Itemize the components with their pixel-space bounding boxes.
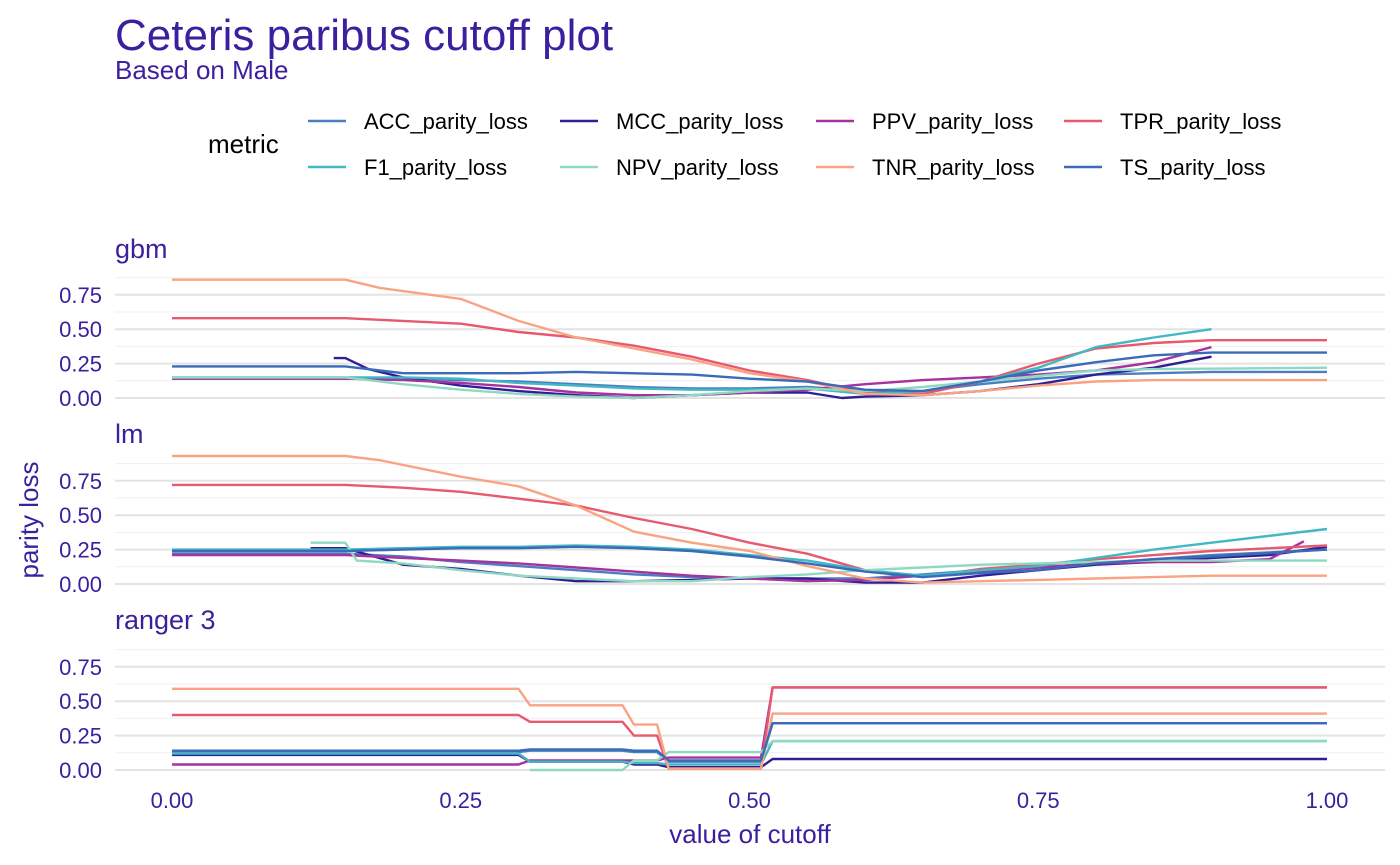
y-tick-label: 0.75 [59, 283, 102, 308]
legend-label: ACC_parity_loss [364, 109, 528, 134]
legend: ACC_parity_loss MCC_parity_loss PPV_parity… [308, 109, 1281, 180]
facet-label: lm [115, 419, 144, 449]
series-line-ts-parity-loss [172, 545, 1328, 579]
facet-panel: lm 0.00 0.25 0.50 0.75 [59, 419, 1385, 597]
legend-label: TNR_parity_loss [872, 155, 1035, 180]
series-line-ppv-parity-loss [172, 540, 1305, 583]
x-axis-title: value of cutoff [669, 819, 831, 849]
facet-panel: ranger 3 0.00 0.25 0.50 0.75 [59, 605, 1385, 783]
series-line-ts-parity-loss [172, 722, 1327, 762]
series-line-f1-parity-loss [172, 739, 1327, 766]
legend-label: F1_parity_loss [364, 155, 507, 180]
y-axis-title: parity loss [14, 461, 44, 578]
legend-label: TPR_parity_loss [1120, 109, 1281, 134]
y-tick-label: 0.00 [59, 386, 102, 411]
y-tick-label: 0.75 [59, 469, 102, 494]
facet-label: gbm [115, 234, 168, 264]
x-tick-label: 0.75 [1017, 788, 1060, 813]
legend-label: MCC_parity_loss [616, 109, 784, 134]
facet-panel: gbm 0.00 0.25 0.50 0.75 [59, 234, 1385, 411]
series-line-tpr-parity-loss [172, 686, 1327, 770]
chart-title: Ceteris paribus cutoff plot [115, 11, 613, 60]
x-axis: 0.00 0.25 0.50 0.75 1.00 [151, 788, 1349, 813]
series-line-npv-parity-loss [172, 366, 1328, 400]
series-line-tnr-parity-loss [172, 454, 1327, 584]
y-tick-label: 0.25 [59, 724, 102, 749]
y-tick-label: 0.00 [59, 758, 102, 783]
series-line-npv-parity-loss [310, 541, 1327, 583]
y-tick-label: 0.50 [59, 689, 102, 714]
series-line-ts-parity-loss [172, 351, 1327, 393]
facet-panels: gbm0.000.250.500.75lm0.000.250.500.75ran… [59, 234, 1385, 783]
x-tick-label: 0.25 [439, 788, 482, 813]
series-line-tnr-parity-loss [172, 278, 1327, 397]
x-tick-label: 0.00 [151, 788, 194, 813]
x-tick-label: 1.00 [1306, 788, 1349, 813]
y-tick-label: 0.00 [59, 572, 102, 597]
y-tick-label: 0.75 [59, 655, 102, 680]
chart-subtitle: Based on Male [115, 55, 288, 85]
legend-title: metric [208, 129, 279, 159]
series-line-f1-parity-loss [172, 527, 1328, 577]
y-tick-label: 0.25 [59, 352, 102, 377]
legend-label: TS_parity_loss [1120, 155, 1266, 180]
facet-label: ranger 3 [115, 605, 216, 635]
y-tick-label: 0.50 [59, 317, 102, 342]
series-line-tpr-parity-loss [172, 483, 1328, 579]
series-line-acc-parity-loss [172, 370, 1327, 393]
x-tick-label: 0.50 [728, 788, 771, 813]
series-line-tpr-parity-loss [172, 317, 1327, 396]
legend-label: NPV_parity_loss [616, 155, 779, 180]
legend-label: PPV_parity_loss [872, 109, 1033, 134]
y-tick-label: 0.25 [59, 538, 102, 563]
y-tick-label: 0.50 [59, 503, 102, 528]
series-line-f1-parity-loss [172, 328, 1212, 396]
